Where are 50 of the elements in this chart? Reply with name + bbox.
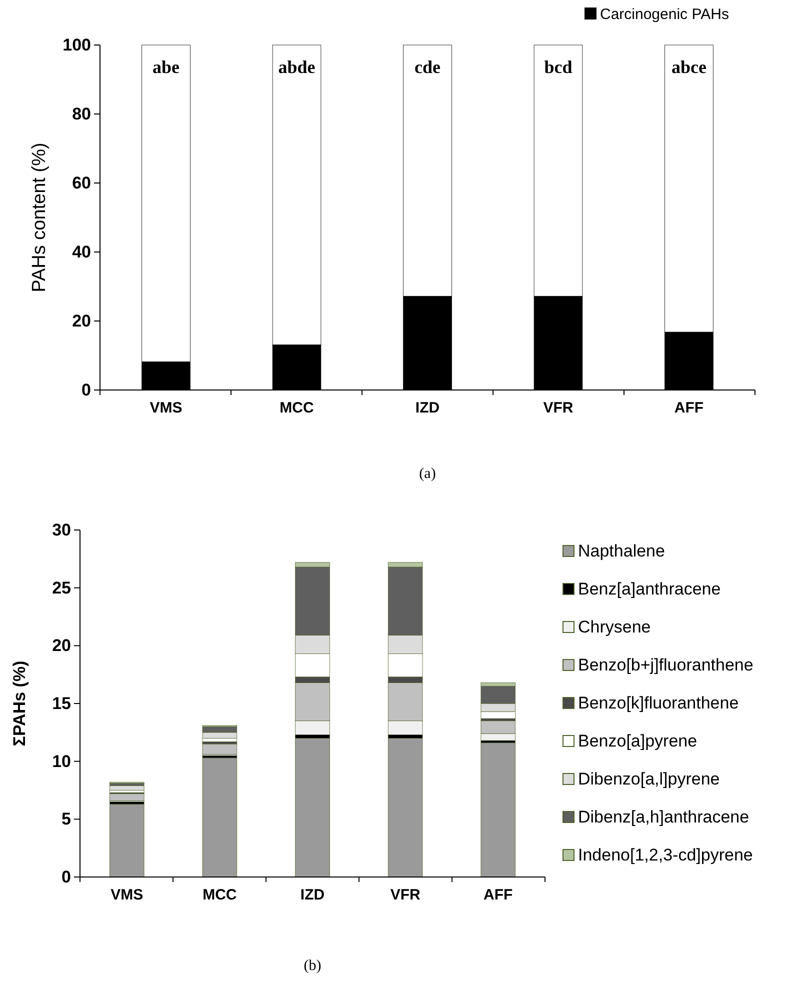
- annotation: bcd: [544, 57, 572, 78]
- y-tick-label: 15: [52, 694, 71, 713]
- x-tick-label: AFF: [484, 886, 513, 904]
- legend-label: Chrysene: [578, 618, 651, 636]
- bar: [110, 785, 144, 790]
- text: (b): [304, 958, 322, 974]
- bar: [202, 744, 238, 755]
- legend-label: Dibenz[a,h]anthracene: [578, 808, 750, 826]
- x-tick-label: VFR: [543, 400, 574, 417]
- legend-label: Benzo[k]fluoranthene: [578, 694, 739, 712]
- legend-label: Indeno[1,2,3-cd]pyrene: [578, 846, 753, 864]
- legend-label: Napthalene: [578, 542, 665, 560]
- annotation: cde: [414, 57, 440, 78]
- y-tick-label: 0: [82, 380, 91, 400]
- bar: [110, 804, 144, 878]
- legend-label: Carcinogenic PAHs: [600, 6, 729, 23]
- annotation: abe: [152, 57, 180, 78]
- bar: [110, 794, 144, 801]
- annotation: abce: [671, 57, 706, 78]
- legend-label: Dibenzo[a,l]pyrene: [578, 770, 720, 788]
- legend-label: Benzo[a]pyrene: [578, 732, 698, 750]
- y-tick-label: 25: [52, 578, 71, 598]
- y-tick-label: 10: [52, 752, 71, 771]
- annotation: abde: [278, 57, 316, 78]
- y-tick-label: 40: [72, 242, 91, 262]
- y-tick-label: 30: [52, 520, 71, 540]
- legend-label: Benz[a]anthracene: [578, 580, 721, 598]
- legend-label: Benzo[b+j]fluoranthene: [578, 656, 754, 674]
- bar: [480, 742, 516, 878]
- bar: [295, 738, 330, 878]
- text: (a): [419, 466, 436, 482]
- x-tick-label: AFF: [674, 400, 704, 417]
- x-tick-label: MCC: [280, 400, 314, 417]
- x-tick-label: VFR: [390, 886, 420, 904]
- x-tick-label: IZD: [415, 400, 440, 417]
- y-tick-label: 20: [72, 311, 91, 330]
- y-tick-label: 5: [62, 810, 71, 829]
- bar: [202, 758, 238, 878]
- y-axis-title: ΣPAHs (%): [10, 660, 29, 746]
- y-tick-label: 20: [52, 636, 71, 656]
- y-tick-label: 100: [62, 35, 91, 54]
- x-tick-label: VMS: [110, 886, 144, 904]
- x-tick-label: VMS: [150, 400, 182, 417]
- bar: [388, 738, 423, 878]
- y-tick-label: 0: [62, 867, 71, 886]
- x-tick-label: MCC: [202, 886, 237, 904]
- x-tick-label: IZD: [300, 886, 325, 904]
- y-axis-title: PAHs content (%): [29, 142, 50, 292]
- y-tick-label: 80: [72, 104, 91, 124]
- y-tick-label: 60: [72, 173, 91, 192]
